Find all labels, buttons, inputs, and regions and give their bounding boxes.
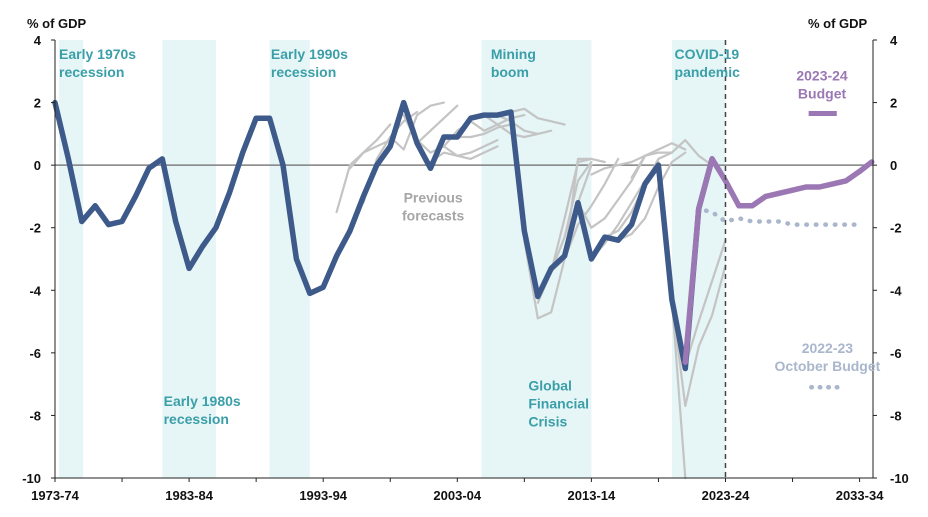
- label-covid-line: pandemic: [675, 64, 741, 80]
- series-2022-23-october-budget: [683, 206, 862, 365]
- label-budget-2022-line: October Budget: [775, 358, 881, 374]
- label-early-1970s-line: recession: [59, 64, 124, 80]
- label-early-1990s-line: Early 1990s: [271, 46, 348, 62]
- label-early-1990s: Early 1990s recession: [271, 46, 348, 80]
- series-previous-forecast-22: [617, 151, 687, 242]
- label-gfc: Global Financial Crisis: [528, 377, 589, 429]
- x-tick-label: 1993-94: [299, 488, 347, 503]
- label-previous-forecasts-line: Previous: [404, 190, 463, 206]
- y-tick-label-left: -8: [29, 408, 41, 423]
- series-previous-forecast-27: [657, 139, 714, 167]
- shaded-periods: [59, 40, 726, 478]
- axes: 4 4 2 2 0 0 -2 -2 -4 -4 -6 -6 -8 -8 -10 -10 1973-74 1983-…: [22, 33, 909, 503]
- label-early-1980s: Early 1980s recession: [164, 393, 241, 427]
- label-covid: COVID-19 pandemic: [675, 46, 741, 80]
- x-tick-label: 2003-04: [433, 488, 481, 503]
- y-tick-label-right: -8: [890, 408, 902, 423]
- y-tick-label-right: 4: [890, 33, 898, 48]
- x-tick-label: 2033-34: [836, 488, 884, 503]
- shade-early-1990s: [269, 40, 310, 478]
- series-actual: [52, 99, 715, 372]
- series-previous-forecast-1: [348, 139, 392, 170]
- y-axis-title-right: % of GDP: [808, 16, 868, 31]
- series-previous-forecast-24: [670, 298, 687, 480]
- x-tick-label: 2023-24: [702, 488, 750, 503]
- series-previous-forecast-19: [576, 154, 647, 229]
- y-tick-label-left: 4: [34, 33, 42, 48]
- series-previous-forecast-25: [670, 264, 727, 408]
- previous-forecasts: [335, 101, 727, 480]
- label-early-1980s-line: recession: [164, 411, 229, 427]
- x-tick-label: 2013-14: [568, 488, 616, 503]
- label-mining-boom-line: boom: [491, 64, 529, 80]
- series-previous-forecast-18: [563, 157, 620, 261]
- x-tick-label: 1983-84: [165, 488, 213, 503]
- y-tick-label-left: -2: [29, 221, 41, 236]
- label-early-1970s: Early 1970s recession: [59, 46, 136, 80]
- label-budget-2023: 2023-24 Budget: [796, 68, 848, 102]
- series-previous-forecast-12: [496, 114, 553, 135]
- y-tick-label-right: -10: [890, 471, 909, 486]
- y-tick-label-left: 2: [34, 96, 41, 111]
- series-2023-24-budget: [682, 156, 875, 365]
- label-gfc-line: Crisis: [528, 413, 567, 429]
- label-gfc-line: Global: [528, 377, 572, 393]
- label-budget-2023-line: 2023-24: [796, 68, 848, 84]
- series-previous-forecast-7: [429, 139, 499, 164]
- annotations: Early 1970s recession Early 1980s recession…: [59, 46, 881, 430]
- y-tick-label-right: -2: [890, 221, 902, 236]
- label-early-1980s-line: Early 1980s: [164, 393, 241, 409]
- x-tick-label: 1973-74: [31, 488, 79, 503]
- y-tick-label-left: -4: [29, 283, 41, 298]
- series-previous-forecast-8: [442, 145, 499, 160]
- y-tick-label-right: -4: [890, 283, 902, 298]
- series-previous-forecast-28: [630, 142, 687, 179]
- label-previous-forecasts: Previous forecasts: [402, 190, 464, 224]
- y-axis-title-left: % of GDP: [27, 16, 87, 31]
- y-tick-label-left: -10: [22, 471, 41, 486]
- y-tick-label-right: -6: [890, 346, 902, 361]
- y-tick-label-left: 0: [34, 158, 41, 173]
- main-series: [52, 99, 875, 372]
- y-tick-label-right: 2: [890, 96, 897, 111]
- label-gfc-line: Financial: [528, 395, 589, 411]
- series-previous-forecast-4: [389, 101, 445, 151]
- label-early-1990s-line: recession: [271, 64, 336, 80]
- series-previous-forecast-23: [590, 151, 660, 176]
- shade-early-1970s: [59, 40, 84, 478]
- y-tick-label-left: -6: [29, 346, 41, 361]
- label-previous-forecasts-line: forecasts: [402, 208, 464, 224]
- series-previous-forecast-2: [335, 123, 392, 214]
- label-mining-boom-line: Mining: [491, 46, 536, 62]
- y-tick-label-right: 0: [890, 158, 897, 173]
- series-previous-forecast-13: [509, 107, 566, 126]
- label-mining-boom: Mining boom: [491, 46, 536, 80]
- label-budget-2022: 2022-23 October Budget: [775, 340, 881, 374]
- series-previous-forecast-14: [523, 164, 593, 320]
- label-covid-line: COVID-19: [675, 46, 740, 62]
- label-early-1970s-line: Early 1970s: [59, 46, 136, 62]
- series-previous-forecast-26: [684, 239, 727, 367]
- label-budget-2022-line: 2022-23: [802, 340, 854, 356]
- label-budget-2023-line: Budget: [798, 86, 847, 102]
